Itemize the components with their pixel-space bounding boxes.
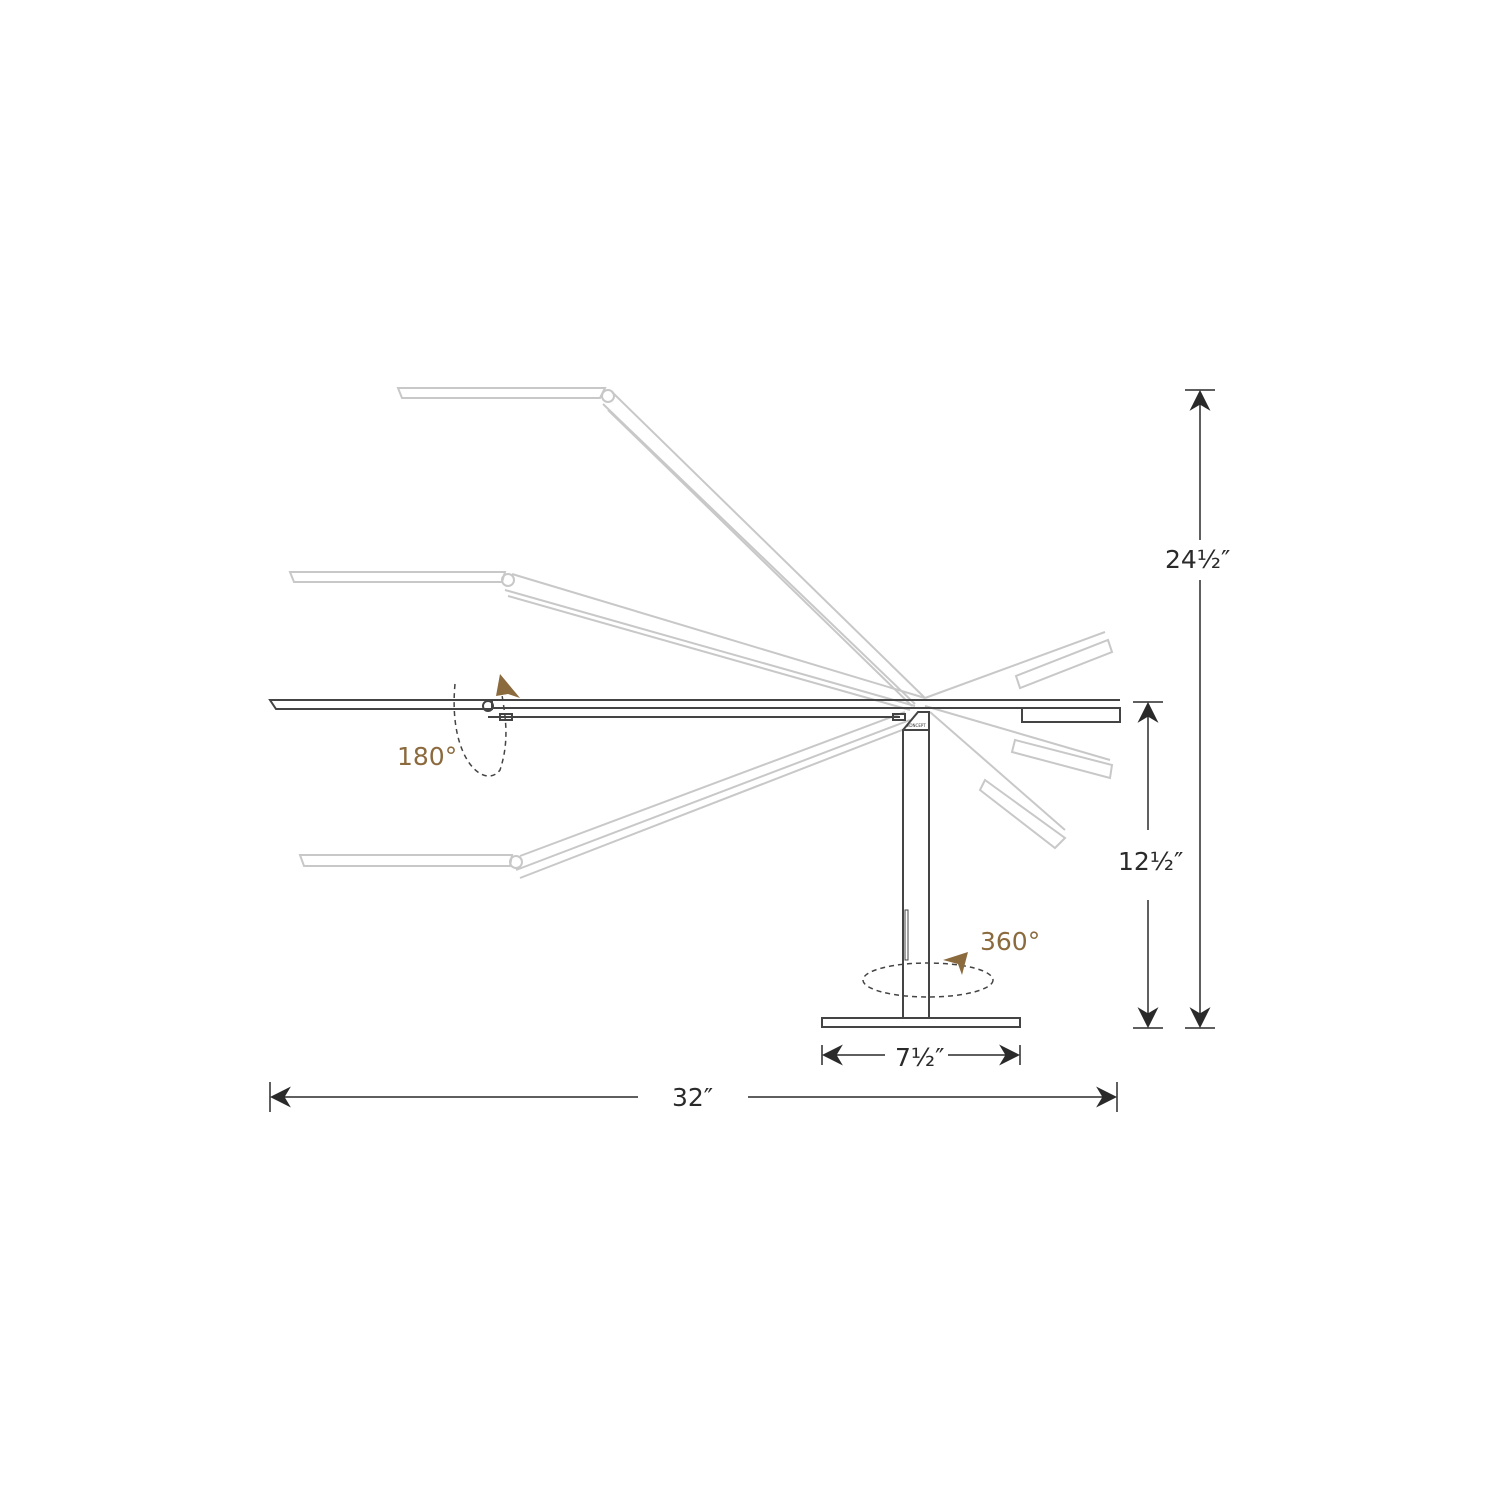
rotation-arrow-icon [496,674,520,698]
head-rotation-indicator [453,674,520,777]
dimension-total-height [1185,389,1215,1029]
ghost-arm-lower [298,711,916,879]
main-arm [268,699,1121,723]
rotation-arrow-icon [943,952,968,975]
total-width-label: 32″ [672,1083,713,1112]
base-rotation-indicator [862,952,994,998]
dimension-stem-height [1133,701,1163,1029]
stem-height-label: 12½″ [1118,847,1183,876]
lamp-base [821,1017,1021,1028]
dimension-total-width [269,1082,1118,1112]
head-rotation-label: 180° [397,742,457,771]
ghost-counterweights [924,631,1114,850]
lamp-stem [902,711,930,1019]
dimension-base-width [821,1044,1021,1066]
ghost-arm-upper [288,571,926,711]
base-width-label: 7½″ [895,1043,944,1072]
brand-logo: KONCEPT [907,723,926,728]
ghost-arm-top [396,387,926,707]
base-rotation-label: 360° [980,927,1040,956]
total-height-label: 24½″ [1165,545,1230,574]
